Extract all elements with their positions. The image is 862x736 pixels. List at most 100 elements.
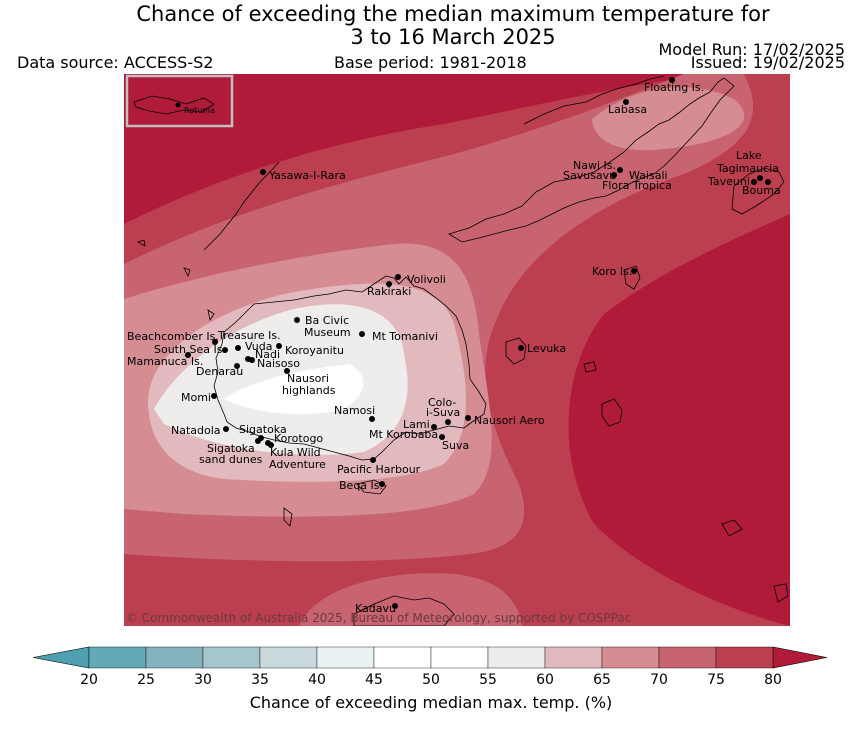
viti-levu-coast: [213, 275, 487, 461]
label-tagimaucia: Tagimaucia: [716, 162, 779, 175]
colorbar-segment: [259, 646, 318, 669]
colorbar: [30, 645, 830, 673]
label-kula1: Kula Wild: [270, 446, 321, 459]
base-period-text: Base period: 1981-2018: [334, 53, 527, 72]
colorbar-segment: [715, 646, 774, 669]
colorbar-label: Chance of exceeding median max. temp. (%…: [249, 693, 613, 712]
colorbar-segment: [430, 646, 489, 669]
colorbar-tick-label: 45: [365, 672, 383, 688]
forecast-map[interactable]: Rotuma Floating Is. Labasa Nawi Is. Savu…: [124, 74, 790, 626]
label-natadola: Natadola: [171, 424, 221, 437]
label-lami: Lami: [403, 418, 430, 431]
label-kadavu: Kadavu: [355, 602, 396, 615]
label-bacivic1: Ba Civic: [305, 314, 349, 327]
label-mamanuca: Mamanuca Is.: [127, 355, 203, 368]
label-koro: Koro Is.: [592, 265, 632, 278]
colorbar-segment: [145, 646, 204, 669]
label-rotuma: Rotuma: [184, 106, 215, 115]
label-nausori-h2: highlands: [282, 384, 336, 397]
colorbar-tick-label: 65: [593, 672, 611, 688]
taveuni-coast: [731, 167, 785, 215]
gau-coast: [601, 398, 623, 427]
label-waisali: Waisali: [629, 169, 668, 182]
colorbar-tick-label: 70: [650, 672, 668, 688]
place-labels: Rotuma Floating Is. Labasa Nawi Is. Savu…: [127, 81, 781, 615]
label-treasure: Treasure Is.: [217, 329, 281, 342]
band-65-north: [592, 87, 745, 151]
label-momi: Momi: [181, 391, 211, 404]
label-vuda: Vuda: [245, 340, 272, 353]
colorbar-tick-label: 25: [137, 672, 155, 688]
colorbar-tick-label: 30: [194, 672, 212, 688]
colorbar-low-extend: [32, 646, 90, 669]
label-colo2: i-Suva: [426, 406, 460, 419]
model-run-text: Model Run: 17/02/2025: [658, 40, 846, 59]
colorbar-tick-label: 20: [80, 672, 98, 688]
colorbar-tick-label: 40: [308, 672, 326, 688]
label-naisoso: Naisoso: [257, 357, 300, 370]
colorbar-segment: [601, 646, 660, 669]
colorbar-segment: [316, 646, 375, 669]
colorbar-segment: [373, 646, 432, 669]
label-nawi: Nawi Is.: [573, 159, 616, 172]
colorbar-high-extend: [772, 646, 828, 669]
east-islets: [583, 361, 789, 603]
band-50: [224, 364, 364, 415]
label-beqa: Beqa Is.: [339, 479, 383, 492]
colorbar-segment: [202, 646, 261, 669]
label-flora: Flora Tropica: [602, 179, 672, 192]
place-markers: [175, 77, 771, 609]
label-sigdunes2: sand dunes: [199, 453, 263, 466]
label-sigdunes1: Sigatoka: [207, 442, 255, 455]
label-kula2: Adventure: [269, 458, 326, 471]
label-korotogo: Korotogo: [274, 432, 323, 445]
label-tomanivi: Mt Tomanivi: [372, 330, 438, 343]
label-taveuni: Taveuni: [707, 175, 750, 188]
kadavu-coast: [353, 595, 455, 626]
colorbar-tick-label: 55: [479, 672, 497, 688]
colorbar-segment: [487, 646, 546, 669]
label-labasa: Labasa: [608, 103, 647, 116]
rotuma-outline: [133, 95, 215, 115]
label-lake: Lake: [736, 149, 762, 162]
copyright-text: © Commonwealth of Australia 2025, Bureau…: [126, 611, 631, 625]
label-suva: Suva: [442, 439, 469, 452]
colorbar-tick-label: 50: [422, 672, 440, 688]
label-korobaba: Mt Korobaba: [369, 428, 438, 441]
label-volivoli: Volivoli: [407, 273, 446, 286]
colorbar-tick-label: 75: [707, 672, 725, 688]
vanua-levu-north: [523, 75, 665, 125]
beqa-coast: [356, 479, 387, 495]
colorbar-tick-label: 80: [764, 672, 782, 688]
label-sigatoka: Sigatoka: [239, 423, 287, 436]
vatulele: [283, 507, 293, 527]
west-islets: [137, 239, 215, 322]
colorbar-segment: [544, 646, 603, 669]
koro-coast: [623, 265, 641, 290]
data-source-text: Data source: ACCESS-S2: [17, 53, 214, 72]
colorbar-tick-label: 60: [536, 672, 554, 688]
chart-title-line2: 3 to 16 March 2025: [350, 25, 556, 49]
colorbar-tick-label: 35: [251, 672, 269, 688]
label-pacific: Pacific Harbour: [337, 463, 421, 476]
label-bouma: Bouma: [742, 184, 781, 197]
label-nadi: Nadi: [255, 348, 280, 361]
coastlines: [137, 75, 789, 626]
label-denarau: Denarau: [196, 365, 243, 378]
label-namosi: Namosi: [334, 404, 375, 417]
issued-text: Issued: 19/02/2025: [690, 53, 845, 72]
colorbar-segment: [658, 646, 717, 669]
label-colo1: Colo-: [428, 396, 456, 409]
label-bacivic2: Museum: [304, 326, 351, 339]
label-nausori-aero: Nausori Aero: [474, 414, 545, 427]
chart-title-line1: Chance of exceeding the median maximum t…: [136, 2, 770, 26]
vanua-levu-coast: [448, 77, 735, 243]
label-beachcomber: Beachcomber Is.: [127, 330, 219, 343]
label-yasawa: Yasawa-I-Rara: [268, 169, 346, 182]
yasawa-chain: [203, 161, 280, 251]
label-savusavu: Savusavu: [563, 169, 616, 182]
label-floating: Floating Is.: [644, 81, 704, 94]
label-rakiraki: Rakiraki: [367, 285, 411, 298]
label-koroyanitu: Koroyanitu: [285, 344, 344, 357]
rotuma-inset: [125, 74, 234, 128]
